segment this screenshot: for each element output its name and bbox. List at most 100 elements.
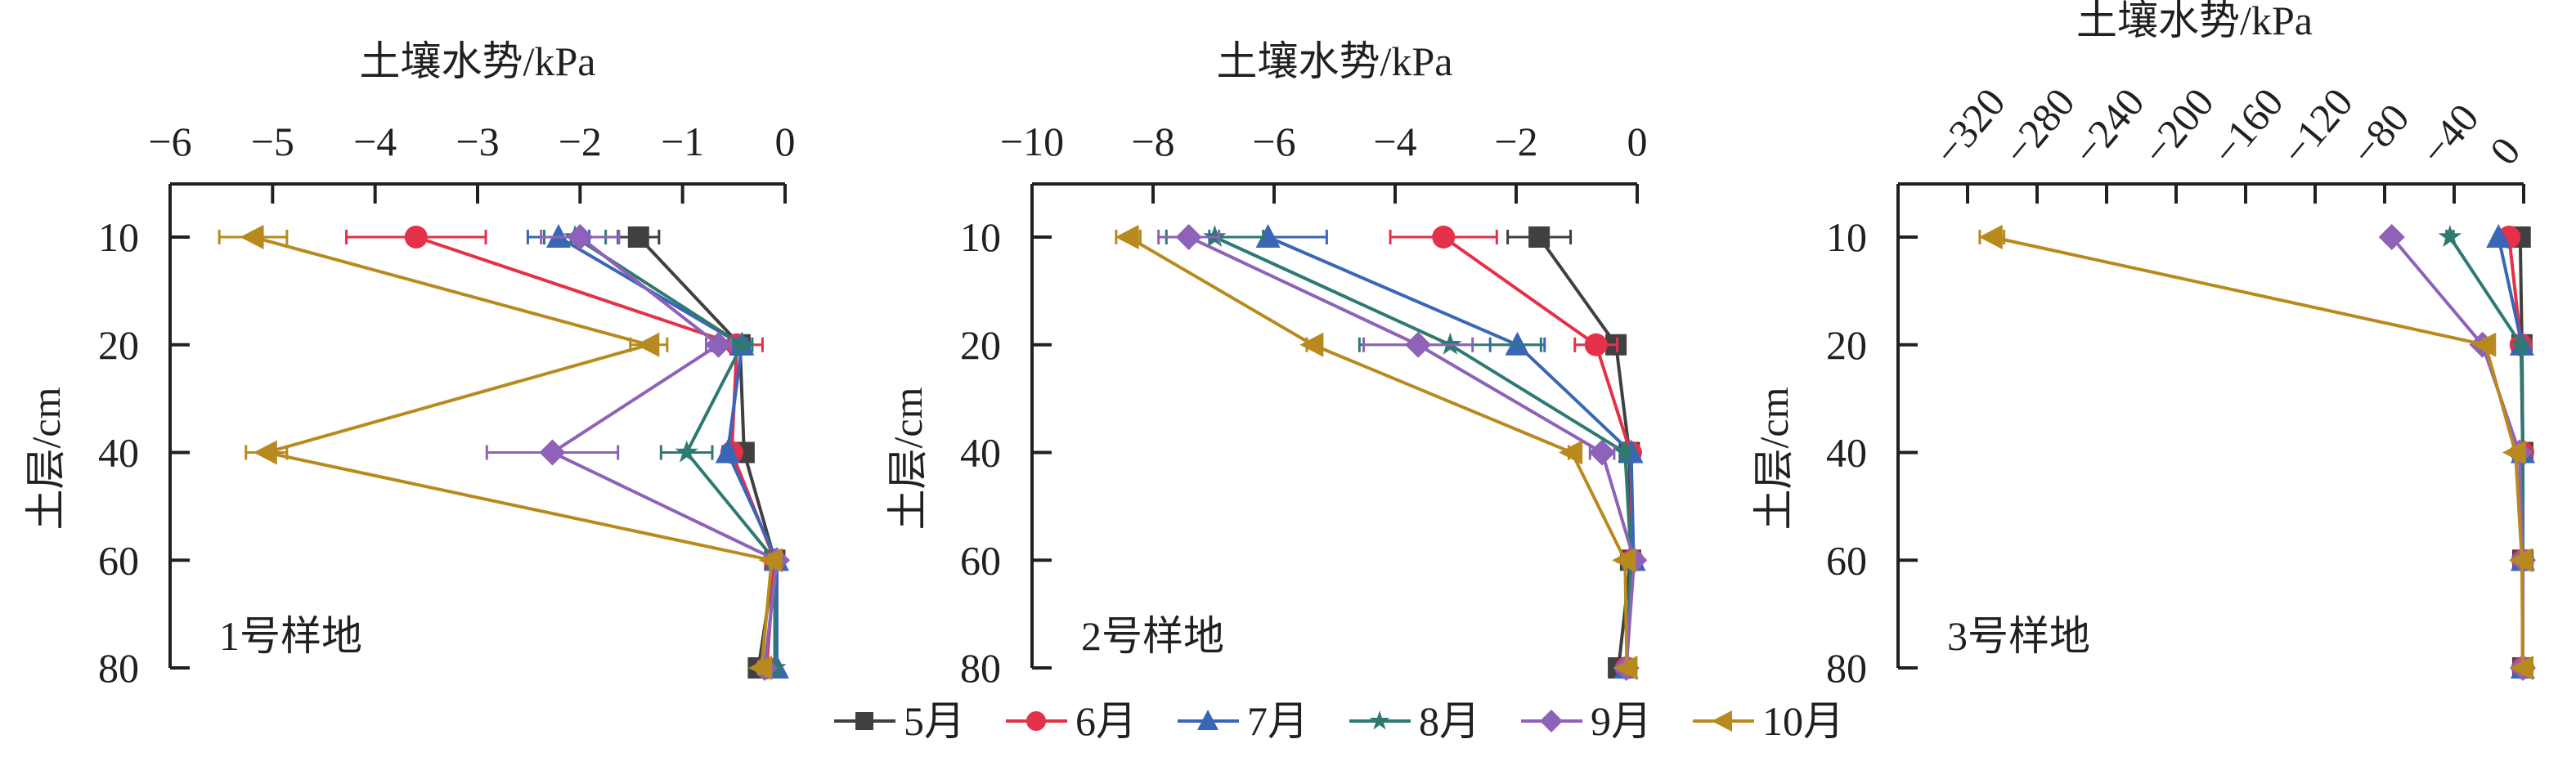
y-axis-title: 土层/cm [1751, 387, 1797, 530]
triangle-up-marker [2486, 224, 2511, 248]
x-tick-label: −240 [2064, 79, 2153, 173]
star-marker [675, 440, 698, 463]
legend: 5月 6月 7月 8月 9月 10月 [834, 698, 1844, 744]
x-tick-label: 0 [1627, 119, 1648, 164]
legend-label: 9月 [1591, 698, 1652, 744]
diamond-marker [705, 331, 732, 358]
y-tick-label: 20 [98, 322, 139, 368]
x-tick-label: 0 [2481, 128, 2529, 173]
y-tick-label: 80 [1826, 645, 1867, 691]
y-tick-label: 20 [960, 322, 1001, 368]
panel-1: 土壤水势/kPa 土层/cm 1号样地 −6 −5 −4 −3 −2 −1 0 10 20 40 60 80 [23, 38, 796, 691]
series-line [1127, 235, 1629, 669]
y-tick-label: 80 [98, 645, 139, 691]
star-marker [2438, 225, 2462, 248]
series-10-month [1978, 225, 2533, 680]
x-tick-label: −4 [353, 119, 397, 164]
triangle-left-marker [1613, 656, 1638, 680]
diamond-marker [567, 224, 594, 250]
triangle-left-marker [1299, 332, 1324, 357]
x-axis-title: 土壤水势/kPa [360, 38, 596, 84]
circle-marker [1026, 711, 1046, 731]
triangle-up-marker [1197, 710, 1218, 730]
series-10-month [1115, 225, 1638, 680]
y-tick-label: 80 [960, 645, 1001, 691]
y-tick-label: 10 [1826, 214, 1867, 260]
diamond-marker [1405, 331, 1432, 358]
triangle-left-marker [748, 656, 773, 680]
y-tick-label: 40 [960, 430, 1001, 476]
diamond-marker [1589, 439, 1616, 466]
x-tick-label: −2 [559, 119, 602, 164]
legend-item: 6月 [1006, 698, 1137, 744]
triangle-left-marker [1115, 225, 1139, 249]
panel-label: 2号样地 [1081, 613, 1224, 659]
triangle-left-marker [1612, 548, 1636, 573]
x-tick-label: −320 [1925, 79, 2014, 173]
panel-label: 3号样地 [1947, 613, 2090, 659]
x-tick-label: −120 [2273, 79, 2362, 173]
triangle-left-marker [2509, 656, 2533, 680]
triangle-left-marker [1559, 440, 1583, 465]
legend-item: 7月 [1178, 698, 1308, 744]
legend-label: 6月 [1075, 698, 1137, 744]
panel-label: 1号样地 [219, 613, 362, 659]
panel-3: 土壤水势/kPa 土层/cm 3号样地 −320−280−240−200−160−12… [1751, 0, 2536, 691]
x-tick-label: −3 [456, 119, 499, 164]
triangle-left-marker [240, 225, 264, 249]
y-tick-label: 10 [960, 214, 1001, 260]
legend-label: 10月 [1762, 698, 1844, 744]
circle-marker [404, 226, 428, 249]
y-axis-title: 土层/cm [885, 387, 931, 530]
star-marker [2509, 332, 2533, 355]
diamond-marker [1540, 710, 1563, 732]
legend-label: 5月 [904, 698, 965, 744]
y-tick-label: 20 [1826, 322, 1867, 368]
x-tick-label: −280 [1995, 79, 2084, 173]
x-tick-label: 0 [775, 119, 796, 164]
y-tick-label: 60 [98, 537, 139, 583]
square-marker [627, 226, 649, 248]
x-tick-label: −1 [661, 119, 704, 164]
diamond-marker [2378, 224, 2405, 250]
triangle-left-marker [1712, 710, 1732, 732]
triangle-left-marker [2508, 548, 2533, 573]
y-tick-label: 40 [1826, 430, 1867, 476]
y-axis-title: 土层/cm [23, 387, 69, 530]
legend-item: 8月 [1349, 698, 1480, 744]
triangle-up-marker [715, 439, 740, 464]
triangle-left-marker [2502, 440, 2527, 465]
x-tick-label: −200 [2134, 79, 2223, 173]
x-tick-label: −8 [1131, 119, 1174, 164]
x-tick-label: −6 [148, 119, 191, 164]
triangle-left-marker [635, 332, 660, 357]
y-tick-label: 60 [1826, 537, 1867, 583]
circle-marker [1432, 226, 1456, 249]
x-tick-label: −2 [1494, 119, 1537, 164]
triangle-left-marker [758, 548, 783, 573]
legend-item: 5月 [834, 698, 965, 744]
square-marker [855, 712, 873, 730]
triangle-left-marker [1978, 225, 2003, 249]
legend-label: 7月 [1247, 698, 1308, 744]
y-tick-label: 40 [98, 430, 139, 476]
star-marker [1613, 440, 1637, 463]
x-tick-label: −6 [1252, 119, 1295, 164]
triangle-left-marker [2472, 332, 2497, 357]
legend-item: 10月 [1693, 698, 1844, 744]
x-axis-title: 土壤水势/kPa [2076, 0, 2313, 43]
x-tick-label: −160 [2203, 79, 2292, 173]
x-tick-label: −40 [2412, 95, 2488, 173]
x-tick-label: −4 [1373, 119, 1416, 164]
triangle-left-marker [253, 440, 277, 465]
square-marker [1528, 226, 1551, 248]
x-tick-label: −5 [251, 119, 294, 164]
star-marker [1369, 710, 1390, 730]
legend-label: 8月 [1419, 698, 1480, 744]
circle-marker [1584, 333, 1608, 356]
series-line [1991, 235, 2524, 669]
x-axis-title: 土壤水势/kPa [1217, 38, 1453, 84]
panel-2: 土壤水势/kPa 土层/cm 2号样地 −10 −8 −6 −4 −2 0 10 20 40 60 80 [885, 38, 1648, 691]
legend-item: 9月 [1521, 698, 1652, 744]
